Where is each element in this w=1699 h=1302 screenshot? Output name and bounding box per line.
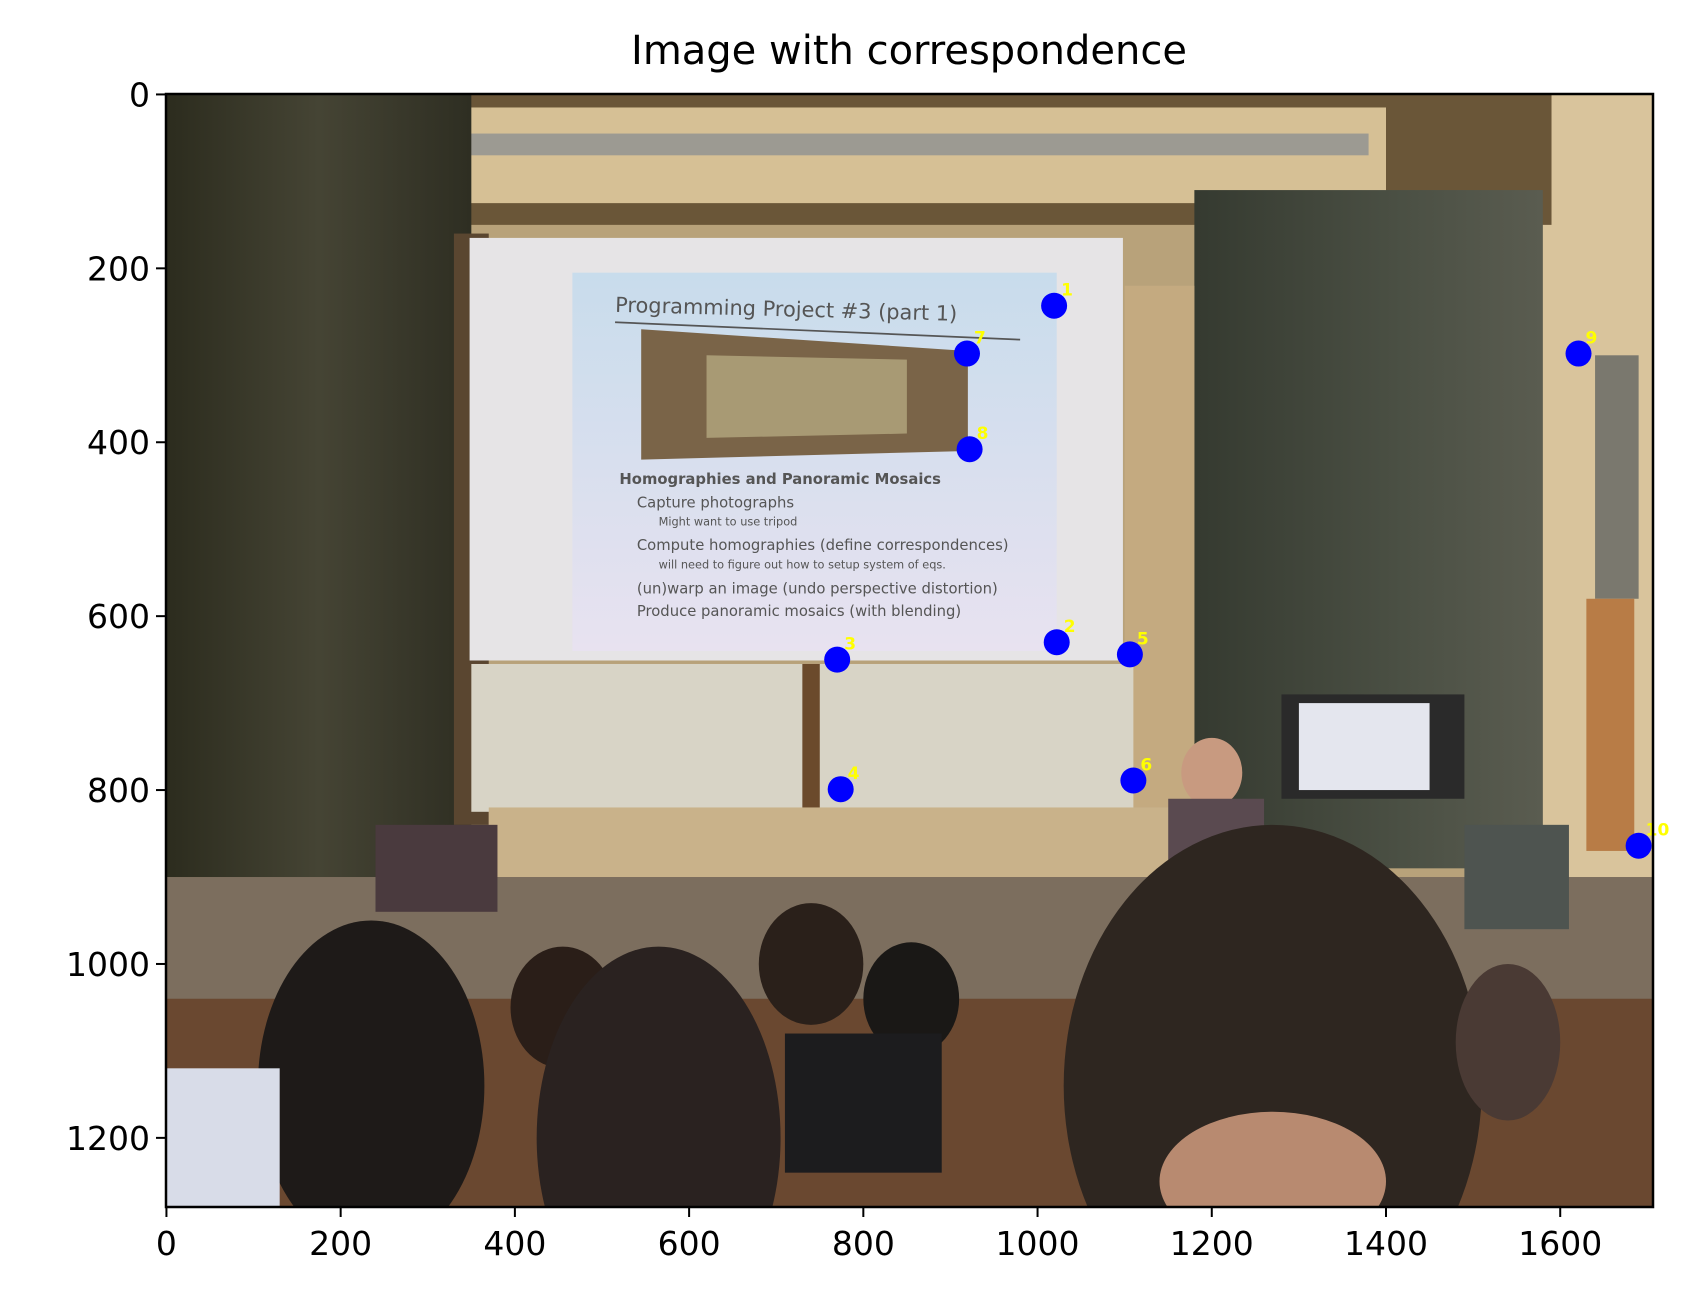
point-label: 9 bbox=[1586, 329, 1598, 349]
slide-bullet: (un)warp an image (undo perspective dist… bbox=[637, 581, 998, 598]
point-1 bbox=[1041, 292, 1068, 319]
x-tick-label: 1400 bbox=[1344, 1224, 1428, 1263]
point-7 bbox=[953, 340, 980, 367]
y-tick-label: 1000 bbox=[66, 945, 150, 984]
y-axis: 0 200 400 600 800 1000 1200 bbox=[66, 75, 166, 1158]
slide-bullet: Produce panoramic mosaics (with blending… bbox=[637, 603, 961, 620]
slide-bullet: will need to figure out how to setup sys… bbox=[659, 558, 946, 571]
y-tick-label: 800 bbox=[87, 771, 150, 810]
point-2 bbox=[1043, 629, 1070, 656]
point-4 bbox=[827, 776, 854, 803]
axes-frame bbox=[164, 92, 1655, 1209]
x-tick-label: 1200 bbox=[1170, 1224, 1254, 1263]
point-label: 1 bbox=[1061, 281, 1073, 301]
chart-title: Image with correspondence bbox=[631, 28, 1187, 74]
background-photo: Programming Project #3 (part 1) Homograp… bbox=[166, 94, 1653, 1207]
point-3 bbox=[824, 646, 851, 673]
point-label: 4 bbox=[848, 764, 860, 784]
x-axis: 0 200 400 600 800 1000 1200 1400 1600 bbox=[156, 1207, 1602, 1263]
x-tick-label: 1600 bbox=[1518, 1224, 1602, 1263]
y-tick-label: 600 bbox=[87, 597, 150, 636]
point-8 bbox=[956, 436, 983, 463]
point-10 bbox=[1625, 832, 1652, 859]
scatter-points: 1 2 3 4 5 6 7 8 9 10 bbox=[824, 281, 1669, 859]
y-tick-label: 1200 bbox=[66, 1119, 150, 1158]
point-6 bbox=[1120, 767, 1147, 794]
point-label: 8 bbox=[977, 424, 989, 444]
point-label: 5 bbox=[1137, 629, 1149, 649]
point-label: 7 bbox=[974, 329, 986, 349]
y-tick-label: 0 bbox=[129, 75, 150, 114]
point-label: 3 bbox=[844, 635, 856, 655]
x-tick-label: 0 bbox=[156, 1224, 177, 1263]
point-9 bbox=[1565, 340, 1592, 367]
slide-bullet: Compute homographies (define corresponde… bbox=[637, 537, 1009, 554]
y-tick-label: 400 bbox=[87, 423, 150, 462]
slide-bullet: Capture photographs bbox=[637, 494, 794, 511]
slide-heading: Homographies and Panoramic Mosaics bbox=[619, 471, 941, 488]
point-label: 2 bbox=[1064, 617, 1076, 637]
x-tick-label: 800 bbox=[832, 1224, 895, 1263]
point-label: 10 bbox=[1646, 821, 1670, 841]
y-tick-label: 200 bbox=[87, 249, 150, 288]
point-label: 6 bbox=[1140, 755, 1152, 775]
x-tick-label: 600 bbox=[658, 1224, 721, 1263]
slide-bullet: Might want to use tripod bbox=[659, 516, 798, 529]
x-tick-label: 1000 bbox=[996, 1224, 1080, 1263]
x-tick-label: 400 bbox=[483, 1224, 546, 1263]
x-tick-label: 200 bbox=[309, 1224, 372, 1263]
point-5 bbox=[1116, 641, 1143, 668]
slide-text: Programming Project #3 (part 1) Homograp… bbox=[615, 293, 1021, 620]
